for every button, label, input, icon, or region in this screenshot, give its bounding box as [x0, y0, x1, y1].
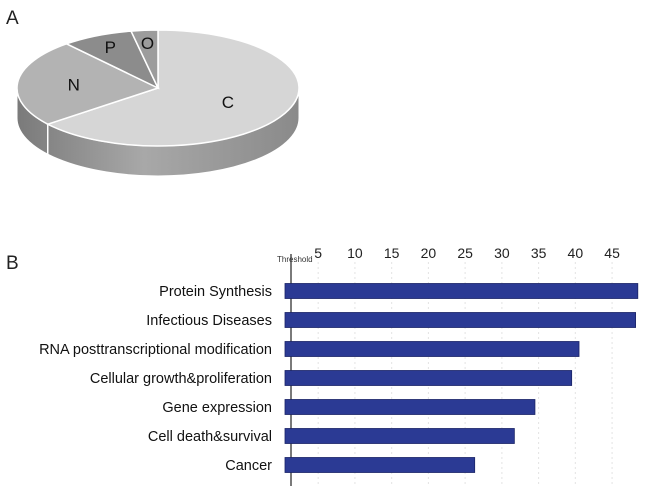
category-label: RNA posttranscriptional modification: [39, 342, 272, 358]
pie-slice-o: [129, 29, 159, 89]
x-tick-label: 40: [568, 245, 584, 261]
panel-b-label: B: [6, 253, 19, 274]
panel-a-label: A: [6, 8, 19, 29]
pie-slice-n: [16, 43, 160, 125]
pie-slice-c: [45, 29, 300, 147]
x-tick-label: 5: [314, 245, 322, 261]
pie-chart: C N P O: [16, 29, 300, 177]
bar: [284, 312, 636, 328]
pie-label-n: N: [68, 76, 80, 95]
bar-chart: Threshold 5 10 15 20 25 30 35 40 45 Protein Synthe…: [39, 245, 639, 486]
category-label: Protein Synthesis: [159, 284, 272, 300]
x-tick-label: 25: [457, 245, 473, 261]
bar: [284, 283, 639, 299]
x-tick-label: 20: [421, 245, 437, 261]
x-tick-label: 15: [384, 245, 400, 261]
bar: [284, 457, 476, 473]
bar: [284, 341, 580, 357]
category-label: Cellular growth&proliferation: [90, 371, 272, 387]
x-tick-label: 10: [347, 245, 363, 261]
category-label: Infectious Diseases: [146, 313, 272, 329]
pie-label-c: C: [222, 93, 234, 112]
x-tick-label: 30: [494, 245, 510, 261]
threshold-label: Threshold: [277, 255, 313, 264]
bar: [284, 399, 536, 415]
pie-label-p: P: [105, 38, 116, 57]
category-label: Cell death&survival: [148, 429, 272, 445]
bar: [284, 428, 515, 444]
category-label: Gene expression: [162, 400, 272, 416]
x-tick-label: 45: [604, 245, 620, 261]
category-label: Cancer: [225, 458, 272, 474]
bar: [284, 370, 573, 386]
pie-label-o: O: [141, 34, 154, 53]
x-tick-label: 35: [531, 245, 547, 261]
